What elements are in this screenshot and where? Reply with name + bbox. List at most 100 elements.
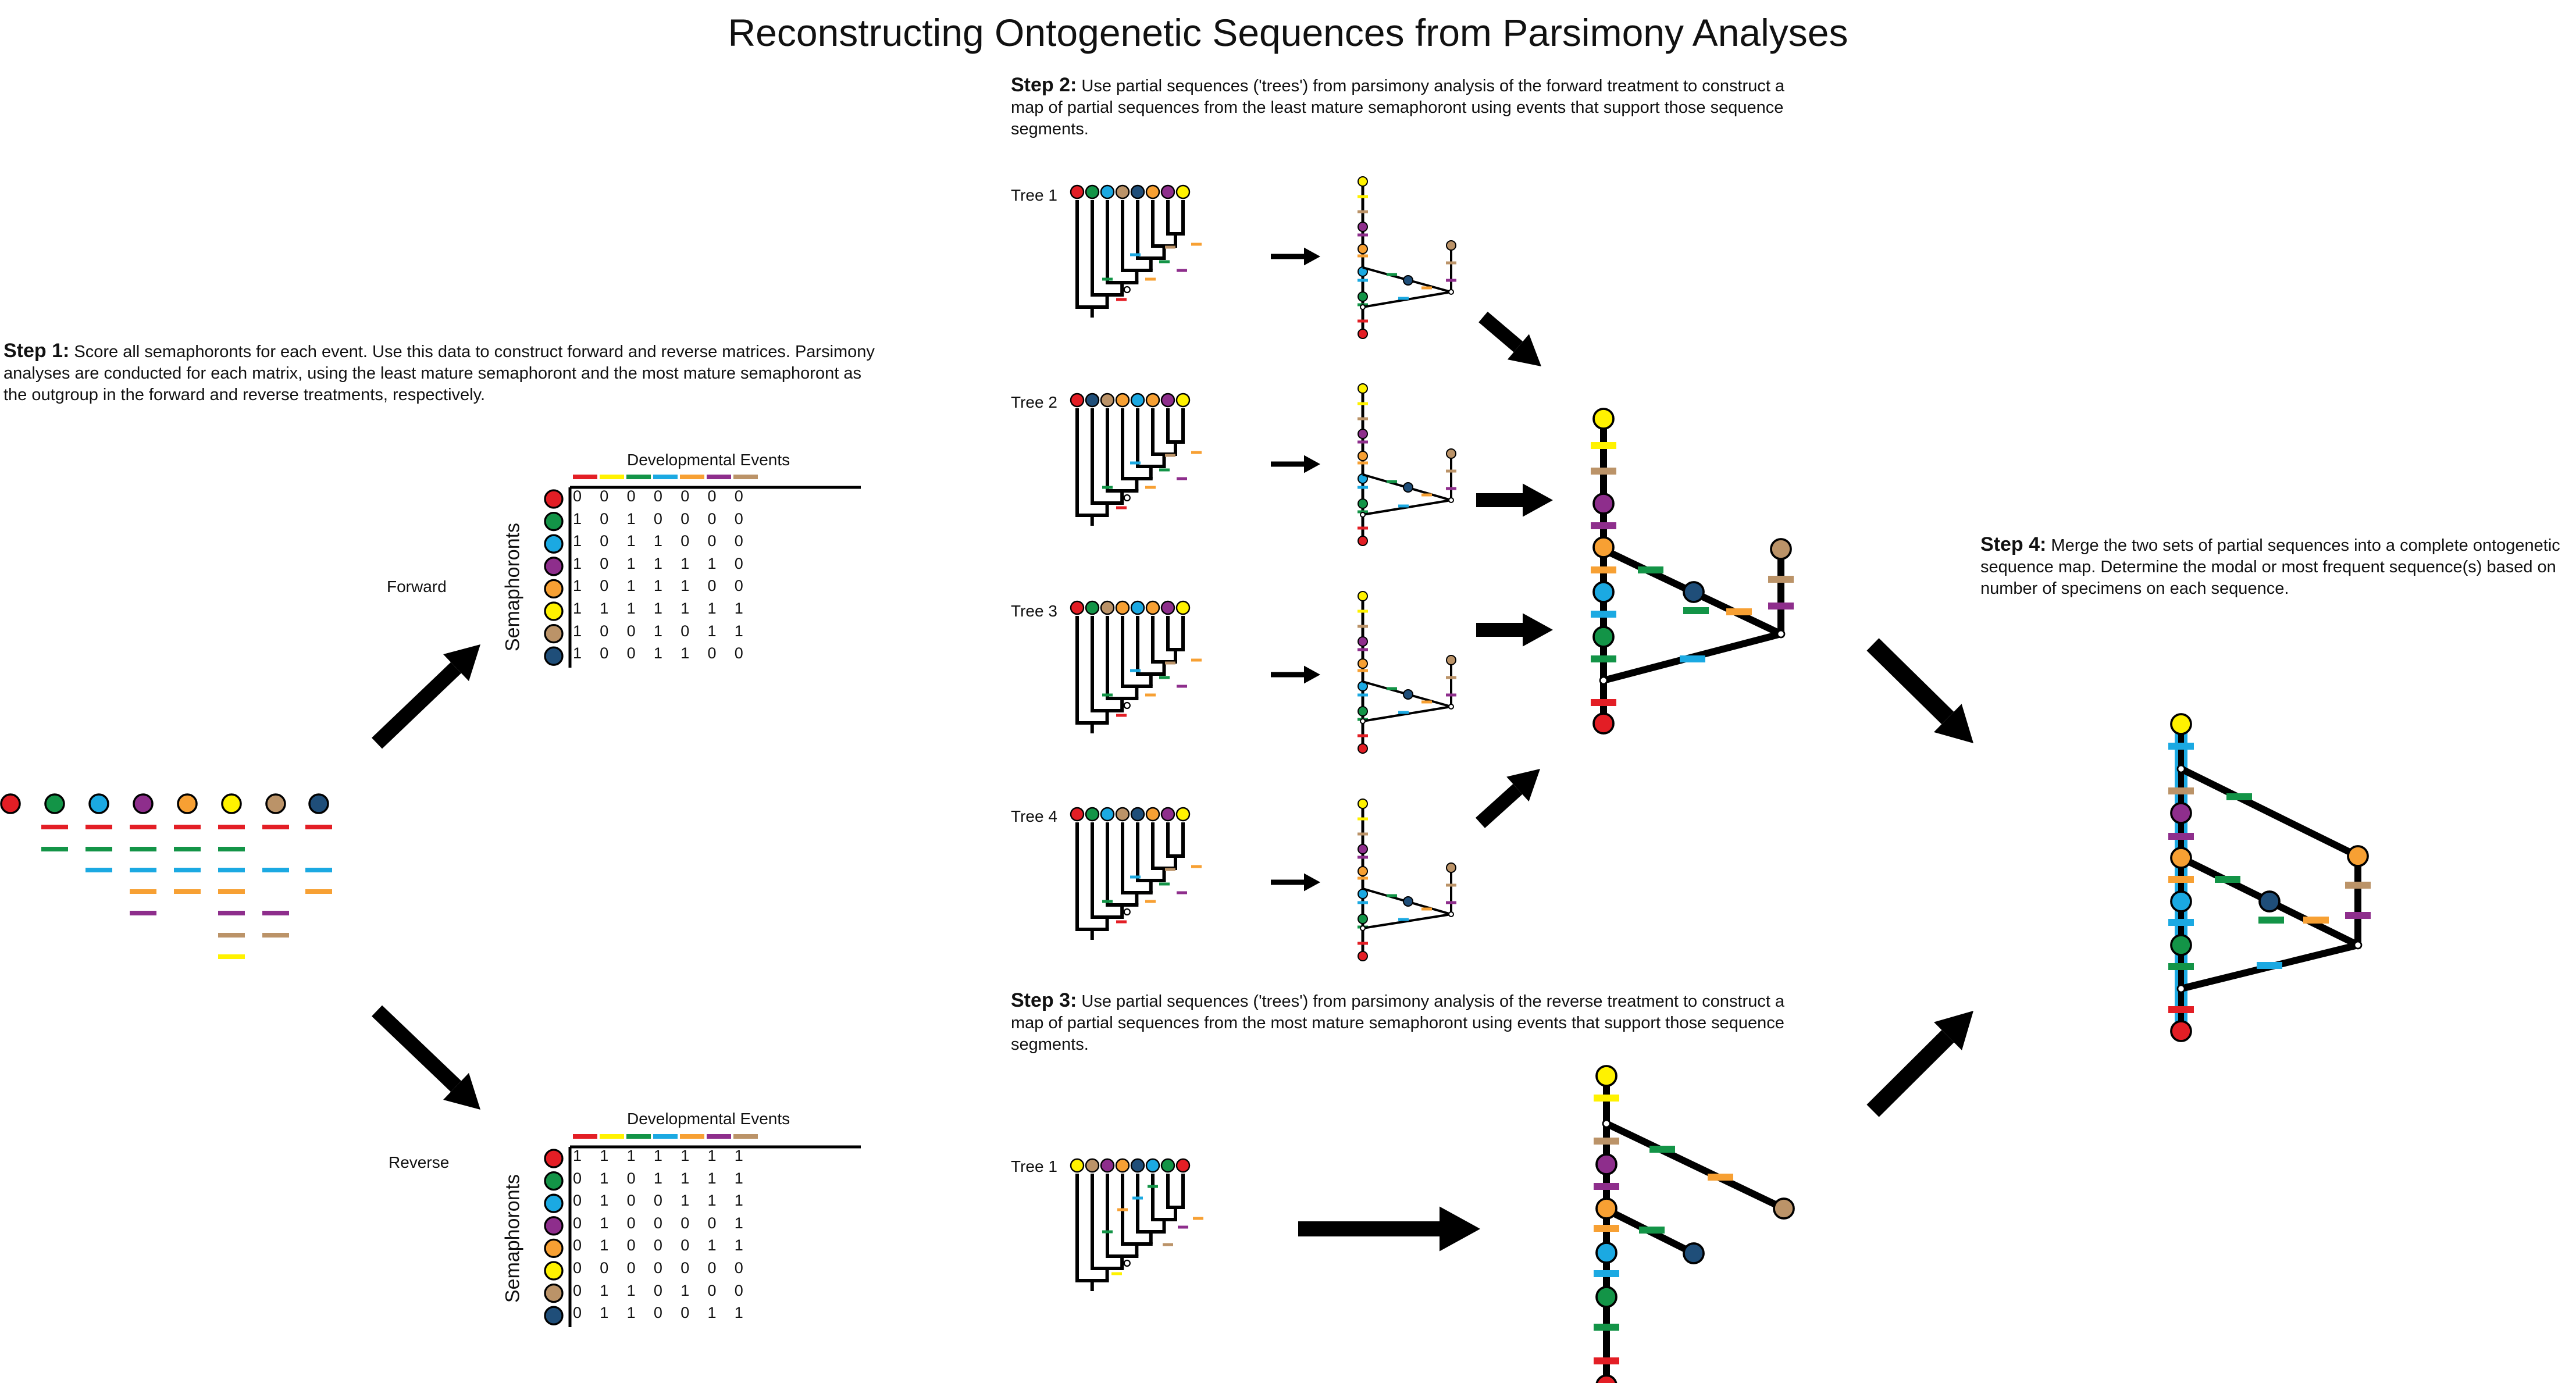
step2-merged-node-purple <box>1592 493 1615 515</box>
step3-merged-node-red <box>1595 1374 1617 1383</box>
reverse-cell: 0 <box>707 1281 717 1299</box>
tree-3-to-map-arrow-head <box>1304 665 1320 684</box>
reverse-semaphoront-orange <box>544 1238 564 1259</box>
step4-node-red <box>2170 1020 2192 1042</box>
reverse-cell: 1 <box>600 1147 609 1164</box>
forward-cell: 0 <box>600 577 609 595</box>
reverse-cell: 0 <box>573 1259 582 1277</box>
step2-to-step4-arrow <box>1866 638 1954 725</box>
reverse-cell: 0 <box>653 1214 662 1232</box>
forward-map-1-node-green <box>1358 291 1368 302</box>
step4-heading: Step 4: <box>1980 533 2047 555</box>
step3-merged-node-green <box>1595 1286 1617 1308</box>
forward-map-3-node-green <box>1358 706 1368 717</box>
forward-map-2-node-green <box>1358 498 1368 509</box>
reverse-semaphoront-green <box>544 1171 564 1191</box>
step3-merged-node-yellow <box>1595 1065 1617 1087</box>
reverse-cell: 1 <box>600 1214 609 1232</box>
forward-cell: 1 <box>707 554 717 572</box>
step2-merged-node-yellow <box>1592 408 1615 430</box>
forward-cell: 1 <box>680 577 690 595</box>
forward-tree-3-tip-green <box>1085 600 1100 615</box>
forward-cell: 0 <box>680 509 690 527</box>
reverse-cell: 1 <box>734 1147 743 1164</box>
step3-merged-node-orange <box>1595 1197 1617 1220</box>
step1-text: Score all semaphoronts for each event. U… <box>3 343 875 404</box>
forward-cell: 0 <box>707 487 717 505</box>
reverse-cell: 0 <box>653 1236 662 1254</box>
forward-cell: 0 <box>600 554 609 572</box>
reverse-tree-1-tip-orange <box>1115 1158 1130 1173</box>
forward-tree-2-tip-navy <box>1085 393 1100 408</box>
forward-cell: 0 <box>680 622 690 640</box>
map-3-to-merged-arrow-head <box>1523 613 1553 647</box>
forward-tree-2-tip-yellow <box>1175 393 1191 408</box>
forward-tree-1-tip-green <box>1085 184 1100 199</box>
forward-tree-3-label: Tree 3 <box>1011 602 1057 620</box>
forward-cell: 1 <box>707 600 717 617</box>
reverse-cell: 1 <box>680 1281 690 1299</box>
reverse-cell: 0 <box>573 1214 582 1232</box>
reverse-cell: 1 <box>707 1147 717 1164</box>
forward-cell: 0 <box>600 487 609 505</box>
forward-map-3-node-red <box>1358 743 1368 754</box>
forward-cell: 1 <box>707 622 717 640</box>
step1-semaphoront-navy <box>308 793 329 814</box>
forward-semaphoront-purple <box>544 557 564 576</box>
step1-semaphoront-orange <box>177 793 198 814</box>
reverse-cell: 0 <box>573 1169 582 1187</box>
reverse-semaphoront-navy <box>544 1306 564 1325</box>
forward-cell: 1 <box>653 644 662 662</box>
reverse-tree-1-node-marker <box>1123 1259 1131 1267</box>
step1-semaphoront-yellow <box>221 793 242 814</box>
forward-arrow <box>372 662 462 749</box>
reverse-cell: 0 <box>573 1304 582 1322</box>
step4-description: Step 4: Merge the two sets of partial se… <box>1980 534 2562 600</box>
reverse-cell: 0 <box>573 1281 582 1299</box>
reverse-semaphoront-red <box>544 1149 564 1168</box>
forward-cell: 0 <box>600 532 609 550</box>
forward-cell: 1 <box>573 509 582 527</box>
step3-merged-branch <box>1605 1120 1786 1212</box>
forward-semaphoront-green <box>544 511 564 532</box>
reverse-cell: 1 <box>600 1281 609 1299</box>
forward-cell: 0 <box>626 644 636 662</box>
reverse-cell: 1 <box>653 1147 662 1164</box>
reverse-semaphoront-tan <box>544 1283 564 1303</box>
forward-arrow-head <box>443 644 480 682</box>
step4-merge <box>2353 940 2363 950</box>
forward-map-3-merge <box>1448 704 1454 710</box>
page-title: Reconstructing Ontogenetic Sequences fro… <box>728 11 1848 54</box>
forward-cell: 0 <box>626 622 636 640</box>
forward-map-2-node-purple <box>1358 429 1368 439</box>
step3-merged-node-navy <box>1683 1242 1705 1264</box>
reverse-cell: 0 <box>600 1259 609 1277</box>
reverse-cell: 0 <box>653 1192 662 1210</box>
forward-tree-4-tip-purple <box>1160 807 1175 822</box>
forward-map-4-node-yellow <box>1358 799 1368 809</box>
forward-map-3-node-purple <box>1358 636 1368 647</box>
reverse-cell: 1 <box>734 1192 743 1210</box>
map-1-to-merged-arrow <box>1478 311 1523 352</box>
reverse-cell: 0 <box>653 1259 662 1277</box>
forward-map-1-merge <box>1448 289 1454 295</box>
forward-cell: 0 <box>600 622 609 640</box>
reverse-cell: 0 <box>626 1192 636 1210</box>
forward-semaphoront-orange <box>544 579 564 599</box>
step1-description: Step 1: Score all semaphoronts for each … <box>3 340 888 406</box>
reverse-cell: 1 <box>626 1147 636 1164</box>
forward-tree-3-tip-blue <box>1130 600 1145 615</box>
forward-cell: 0 <box>626 487 636 505</box>
forward-map-4-node-green <box>1358 914 1368 924</box>
forward-events-label: Developmental Events <box>627 451 790 469</box>
forward-tree-4-tip-green <box>1085 807 1100 822</box>
forward-tree-3-tip-tan <box>1100 600 1115 615</box>
reverse-tree-1-tip-purple <box>1100 1158 1115 1173</box>
reverse-cell: 1 <box>680 1147 690 1164</box>
step2-merged-node-blue <box>1592 581 1615 603</box>
forward-map-4-merge <box>1360 925 1366 931</box>
reverse-cell: 0 <box>680 1304 690 1322</box>
forward-map-4-node-navy <box>1403 896 1413 907</box>
step1-semaphoront-purple <box>133 793 154 814</box>
